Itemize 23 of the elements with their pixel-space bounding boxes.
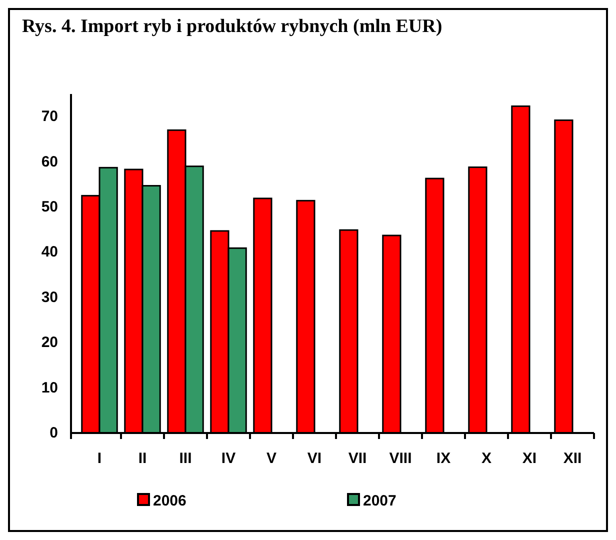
x-tick-label: IX (436, 450, 451, 467)
x-tick-label: III (179, 450, 192, 467)
x-tick-label: VI (307, 450, 322, 467)
y-tick-label: 0 (50, 424, 58, 442)
x-tick-label: IV (221, 450, 236, 467)
y-tick-label: 40 (41, 244, 58, 261)
x-tick-label: II (138, 450, 147, 467)
x-tick-label: I (97, 450, 102, 467)
x-tick-label: X (481, 450, 492, 467)
x-tick-label: VII (348, 450, 367, 467)
y-tick-label: 50 (41, 198, 58, 216)
chart-title: Rys. 4. Import ryb i produktów rybnych (mln EUR) (22, 16, 442, 37)
y-tick-label: 70 (41, 108, 58, 126)
y-tick-label: 10 (41, 379, 58, 396)
y-tick-label: 30 (41, 288, 58, 306)
x-tick-label: V (266, 450, 277, 467)
y-tick-label: 20 (41, 334, 58, 352)
legend-label: 2007 (363, 492, 396, 510)
x-tick-label: XII (563, 450, 582, 467)
legend-label: 2006 (153, 492, 186, 510)
x-tick-label: XI (522, 450, 537, 467)
y-tick-label: 60 (41, 153, 58, 170)
x-tick-label: VIII (389, 450, 412, 467)
